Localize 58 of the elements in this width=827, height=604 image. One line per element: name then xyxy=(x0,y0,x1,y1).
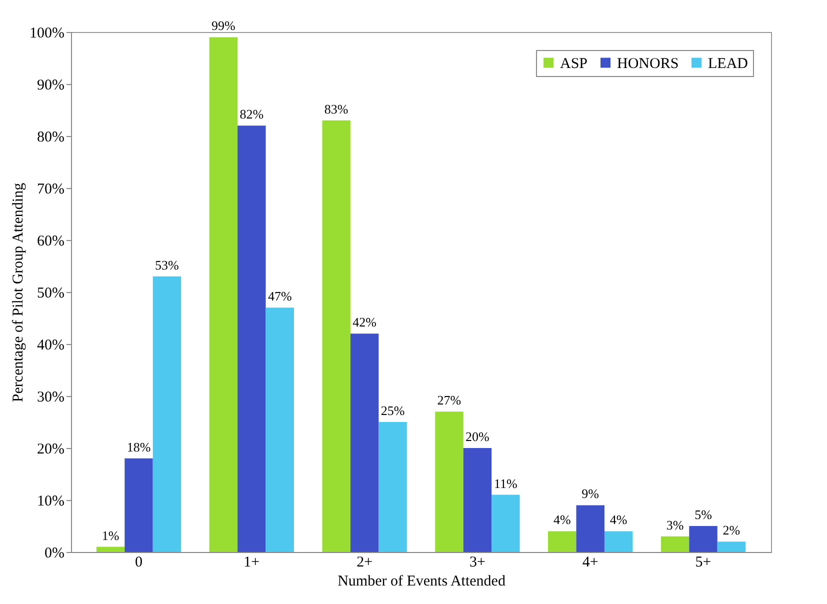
y-tick-label: 10% xyxy=(37,494,64,510)
legend-label: HONORS xyxy=(617,56,679,72)
legend-label: LEAD xyxy=(708,56,748,72)
y-tick-label: 20% xyxy=(37,442,64,458)
x-tick-label: 4+ xyxy=(582,554,598,570)
data-label: 4% xyxy=(610,512,628,528)
y-tick-label: 40% xyxy=(37,338,64,354)
data-label: 18% xyxy=(126,439,151,454)
y-tick-label: 100% xyxy=(30,26,64,42)
data-label: 9% xyxy=(582,486,600,502)
data-label: 27% xyxy=(437,392,462,408)
bar xyxy=(576,505,604,552)
data-label: 20% xyxy=(466,429,490,444)
data-label: 11% xyxy=(494,476,518,491)
y-axis-title: Percentage of Pilot Group Attending xyxy=(10,182,27,402)
data-label: 4% xyxy=(553,512,571,528)
legend-label: ASP xyxy=(560,56,588,72)
y-tick-label: 30% xyxy=(37,390,64,406)
bar xyxy=(152,276,182,552)
data-label: 2% xyxy=(722,522,740,538)
x-tick-label: 5+ xyxy=(695,554,712,570)
bar xyxy=(548,531,576,552)
data-label: 42% xyxy=(352,314,377,330)
bar xyxy=(350,334,379,552)
bar xyxy=(124,458,153,552)
data-label: 83% xyxy=(324,101,348,116)
bar xyxy=(378,422,407,552)
y-tick-label: 90% xyxy=(37,78,64,94)
data-label: 99% xyxy=(211,18,236,34)
data-label: 5% xyxy=(694,507,712,522)
bar xyxy=(238,126,266,552)
data-label: 47% xyxy=(268,288,292,304)
data-label: 53% xyxy=(155,257,180,272)
bar xyxy=(604,531,633,552)
bar xyxy=(266,308,294,552)
y-tick-label: 60% xyxy=(37,234,64,250)
bar xyxy=(660,536,690,552)
bar xyxy=(463,448,492,552)
bar xyxy=(492,494,520,552)
bar xyxy=(322,120,350,552)
x-tick-label: 1+ xyxy=(244,554,260,570)
bar xyxy=(717,542,746,552)
x-tick-label: 2+ xyxy=(356,554,373,570)
x-tick-label: 0 xyxy=(134,554,142,570)
data-label: 1% xyxy=(102,528,120,543)
y-tick-label: 70% xyxy=(37,182,64,198)
bar xyxy=(209,37,238,552)
data-label: 82% xyxy=(240,106,264,122)
bar xyxy=(689,526,718,552)
data-label: 25% xyxy=(380,403,405,418)
data-label: 3% xyxy=(666,517,684,532)
bar xyxy=(96,546,125,552)
y-tick-label: 80% xyxy=(37,130,64,146)
x-tick-label: 3+ xyxy=(469,554,486,570)
x-axis-title: Number of Events Attended xyxy=(338,574,506,590)
bar xyxy=(435,412,464,552)
y-tick-label: 50% xyxy=(37,286,64,302)
y-tick-label: 0% xyxy=(44,546,64,562)
